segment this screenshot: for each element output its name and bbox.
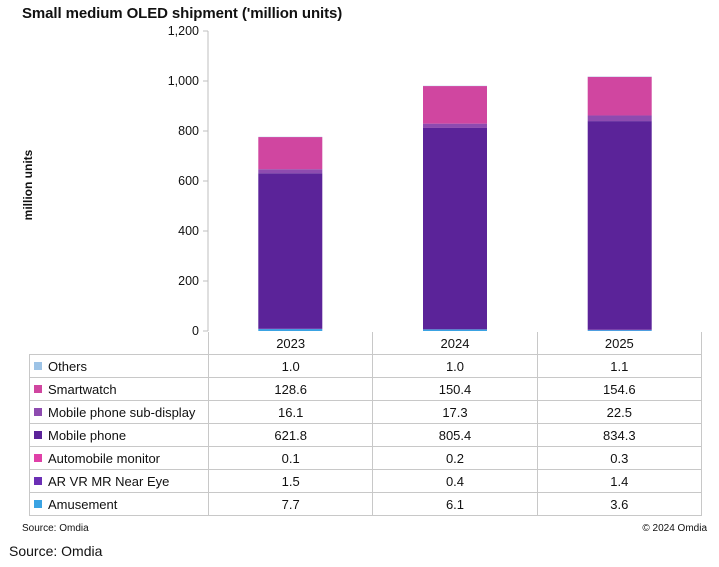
- legend-entry: AR VR MR Near Eye: [29, 469, 209, 493]
- y-tick-label: 800: [178, 124, 199, 138]
- table-cell-value: 7.7: [207, 492, 374, 516]
- table-cell-value: 805.4: [372, 423, 538, 447]
- table-corner: [29, 332, 209, 355]
- table-cell-value: 0.2: [372, 446, 538, 470]
- source-note: Source: Omdia: [22, 523, 89, 534]
- legend-swatch: [34, 430, 42, 439]
- legend-swatch: [34, 499, 42, 508]
- bar-segment-smartwatch: [423, 86, 487, 124]
- legend-entry: Mobile phone: [29, 423, 209, 447]
- y-tick-label: 400: [178, 224, 199, 238]
- table-row: Mobile phone sub-display 16.1 17.3 22.5: [29, 400, 703, 424]
- table-cell-value: 0.1: [207, 446, 374, 470]
- table-cell-value: 834.3: [536, 423, 703, 447]
- copyright-note: © 2024 Omdia: [642, 523, 707, 534]
- bar-segment-mobile-phone-sub-display: [587, 115, 652, 122]
- table-cell-value: 0.3: [536, 446, 703, 470]
- table-row: Smartwatch 128.6 150.4 154.6: [29, 377, 703, 401]
- legend-swatch: [34, 453, 42, 462]
- legend-label: Smartwatch: [48, 381, 117, 397]
- y-tick-label: 600: [178, 174, 199, 188]
- bar-segment-amusement: [587, 330, 652, 331]
- bar-segment-amusement: [423, 329, 487, 331]
- bar-segment-amusement: [258, 329, 323, 331]
- chart-title: Small medium OLED shipment ('million uni…: [22, 5, 343, 22]
- legend-swatch: [34, 361, 42, 370]
- table-cell-value: 154.6: [536, 377, 703, 401]
- table-cell-value: 16.1: [207, 400, 374, 424]
- legend-label: Amusement: [48, 496, 118, 512]
- legend-swatch: [34, 384, 42, 393]
- table-row: Others 1.0 1.0 1.1: [29, 354, 703, 378]
- table-cell-value: 1.4: [536, 469, 703, 493]
- y-tick-label: 1,000: [168, 74, 199, 88]
- table-cell-value: 0.4: [372, 469, 538, 493]
- table-cell-value: 150.4: [372, 377, 538, 401]
- data-table: 2023 2024 2025 Others 1.0 1.0 1.1 Smartwatch 12…: [29, 332, 703, 516]
- legend-label: Mobile phone: [48, 427, 127, 443]
- bar-segment-smartwatch: [258, 137, 323, 170]
- table-header-row: 2023 2024 2025: [29, 332, 703, 355]
- legend-label: Mobile phone sub-display: [48, 404, 196, 420]
- legend-label: Automobile monitor: [48, 450, 160, 466]
- legend-swatch: [34, 407, 42, 416]
- table-cell-value: 1.0: [372, 354, 538, 378]
- bar-segment-mobile-phone: [587, 121, 652, 330]
- table-cell-value: 128.6: [207, 377, 374, 401]
- legend-entry: Smartwatch: [29, 377, 209, 401]
- legend-label: Others: [48, 358, 88, 374]
- table-row: Mobile phone 621.8 805.4 834.3: [29, 423, 703, 447]
- legend-entry: Others: [29, 354, 209, 378]
- legend-label: AR VR MR Near Eye: [48, 473, 170, 489]
- table-cell-value: 6.1: [372, 492, 538, 516]
- table-cell-value: 22.5: [536, 400, 703, 424]
- legend-swatch: [34, 476, 42, 485]
- table-cell-value: 3.6: [536, 492, 703, 516]
- table-row: Automobile monitor 0.1 0.2 0.3: [29, 446, 703, 470]
- table-cell-value: 1.5: [207, 469, 374, 493]
- table-row: AR VR MR Near Eye 1.5 0.4 1.4: [29, 469, 703, 493]
- table-cell-value: 1.0: [207, 354, 374, 378]
- bar-segment-mobile-phone: [423, 127, 487, 330]
- legend-entry: Mobile phone sub-display: [29, 400, 209, 424]
- y-tick-label: 1,200: [168, 24, 199, 38]
- table-row: Amusement 7.7 6.1 3.6: [29, 492, 703, 516]
- source-caption: Source: Omdia: [9, 543, 103, 559]
- bar-segment-mobile-phone: [258, 173, 323, 329]
- category-label: 2023: [207, 332, 374, 355]
- table-cell-value: 1.1: [536, 354, 703, 378]
- bar-segment-mobile-phone-sub-display: [423, 123, 487, 128]
- y-tick-label: 200: [178, 274, 199, 288]
- legend-entry: Automobile monitor: [29, 446, 209, 470]
- category-label: 2024: [372, 332, 538, 355]
- y-tick-label: 0: [192, 324, 199, 338]
- bar-segment-mobile-phone-sub-display: [258, 169, 323, 174]
- category-label: 2025: [536, 332, 703, 355]
- table-cell-value: 17.3: [372, 400, 538, 424]
- table-cell-value: 621.8: [207, 423, 374, 447]
- legend-entry: Amusement: [29, 492, 209, 516]
- bar-segment-smartwatch: [587, 76, 652, 116]
